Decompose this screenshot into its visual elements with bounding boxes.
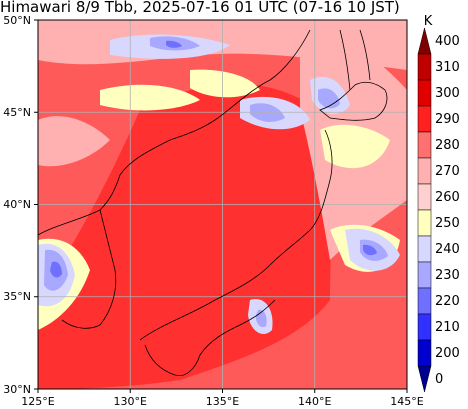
- colorbar-tick-label: 200: [435, 346, 460, 361]
- lat-tick-label: 40°N: [3, 198, 31, 211]
- lon-tick-label: 125°E: [21, 395, 54, 408]
- colorbar-segment: [417, 287, 432, 315]
- colorbar-unit: K: [424, 14, 433, 29]
- colorbar-segment: [417, 365, 432, 393]
- colorbar-tick-label: 300: [435, 86, 460, 101]
- colorbar-segment: [417, 157, 432, 185]
- lat-tick-label: 50°N: [3, 14, 31, 27]
- colorbar-tick-label: 290: [435, 112, 460, 127]
- colorbar-tick-label: 250: [435, 216, 460, 231]
- gridlines: [38, 20, 407, 389]
- colorbar-tick-label: 270: [435, 164, 460, 179]
- colorbar-segment: [417, 183, 432, 211]
- colorbar-tick-label: 310: [435, 60, 460, 75]
- colorbar-segment: [417, 261, 432, 289]
- colorbar-segment: [417, 339, 432, 367]
- colorbar-segment: [417, 53, 432, 81]
- colorbar-segment: [417, 209, 432, 237]
- coastlines: [38, 29, 388, 377]
- colorbar-tick-label: 210: [435, 320, 460, 335]
- colorbar-segment: [417, 79, 432, 107]
- map-title: Himawari 8/9 Tbb, 2025-07-16 01 UTC (07-…: [0, 0, 400, 16]
- colorbar-tick-label: 240: [435, 242, 460, 257]
- colorbar-tick-label: 260: [435, 190, 460, 205]
- lon-tick-label: 145°E: [390, 395, 423, 408]
- colorbar-segment: [417, 131, 432, 159]
- brightness-temperature-field: [38, 20, 407, 389]
- colorbar-tick-label: 400: [435, 34, 460, 49]
- lon-tick-label: 135°E: [206, 395, 239, 408]
- lat-tick-label: 30°N: [3, 383, 31, 396]
- lon-tick-label: 140°E: [298, 395, 331, 408]
- colorbar-segment: [417, 235, 432, 263]
- colorbar-segment: [417, 313, 432, 341]
- colorbar-tick-label: 220: [435, 294, 460, 309]
- lon-tick-label: 130°E: [114, 395, 147, 408]
- colorbar-segment: [417, 27, 432, 55]
- lat-tick-label: 35°N: [3, 290, 31, 303]
- colorbar: 400 310 300 290 280 270 260 250 240 230 220 210 200 0: [417, 27, 460, 393]
- colorbar-tick-label: 230: [435, 268, 460, 283]
- colorbar-segment: [417, 105, 432, 133]
- colorbar-tick-label: 0: [435, 372, 443, 387]
- colorbar-tick-label: 280: [435, 138, 460, 153]
- lat-tick-label: 45°N: [3, 106, 31, 119]
